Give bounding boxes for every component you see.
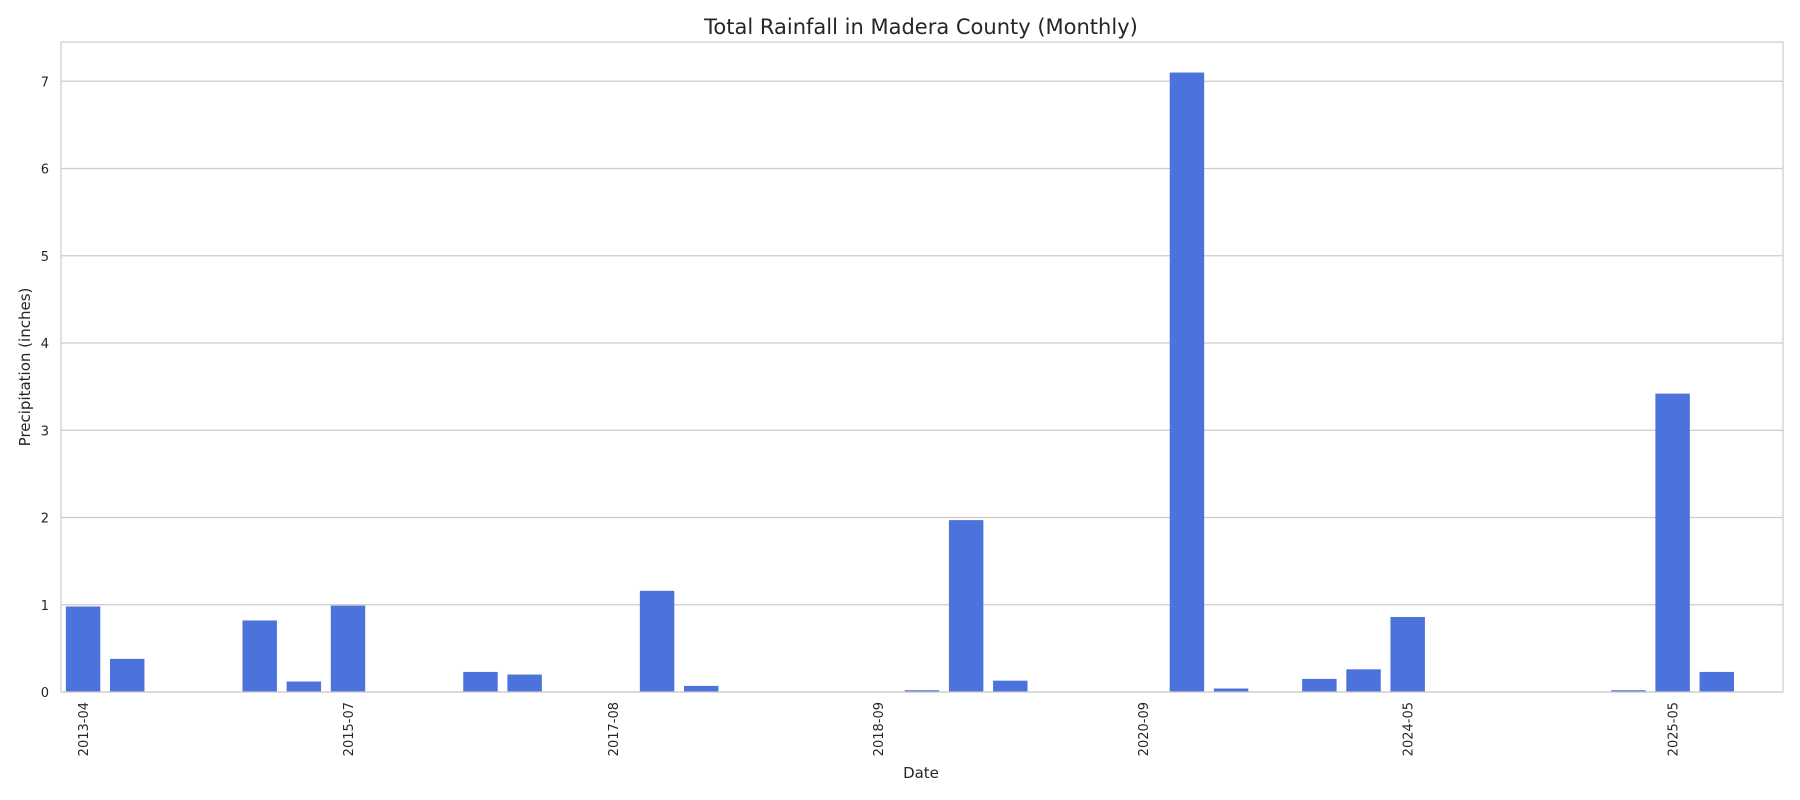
bar	[1699, 671, 1734, 692]
bar	[330, 605, 366, 692]
chart-title: Total Rainfall in Madera County (Monthly…	[703, 15, 1138, 39]
bar	[639, 590, 675, 692]
x-tick-label: 2020-09	[1137, 702, 1152, 756]
bar	[1169, 72, 1205, 692]
x-tick-label: 2013-04	[77, 702, 92, 756]
x-tick-label: 2017-08	[607, 702, 622, 756]
x-tick-label: 2024-05	[1402, 702, 1417, 756]
x-tick-label: 2018-09	[872, 702, 887, 756]
x-tick-label: 2025-05	[1667, 702, 1682, 756]
grid-lines	[61, 80, 1783, 693]
y-tick-label: 0	[41, 686, 49, 701]
bar	[507, 674, 542, 692]
bar	[1655, 393, 1690, 692]
bar	[1390, 616, 1425, 692]
bar	[110, 658, 145, 692]
x-ticks: 2013-04 2015-07 2017-08 2018-09 2020-09 2024-…	[77, 702, 1682, 756]
y-tick-label: 2	[41, 512, 49, 527]
y-tick-label: 5	[41, 250, 49, 265]
bar	[65, 606, 101, 692]
y-axis-label: Precipitation (inches)	[16, 288, 34, 447]
y-tick-label: 6	[41, 163, 49, 178]
bar	[1346, 669, 1381, 692]
plot-frame	[60, 41, 1784, 693]
y-tick-label: 7	[41, 75, 49, 90]
y-tick-label: 1	[41, 599, 49, 614]
bar	[286, 681, 322, 692]
bar	[463, 671, 498, 692]
x-axis-label: Date	[903, 764, 939, 782]
y-ticks: 0 1 2 3 4 5 6 7	[41, 75, 49, 701]
bar	[948, 520, 984, 692]
bar	[684, 685, 719, 692]
bar	[1213, 688, 1249, 692]
bar	[993, 680, 1028, 692]
bar	[1611, 690, 1646, 692]
x-tick-label: 2015-07	[342, 702, 357, 756]
bars	[65, 72, 1734, 692]
y-tick-label: 4	[41, 337, 49, 352]
bar	[242, 620, 277, 692]
y-tick-label: 3	[41, 424, 49, 439]
bar	[1302, 678, 1337, 692]
bar	[904, 690, 940, 692]
